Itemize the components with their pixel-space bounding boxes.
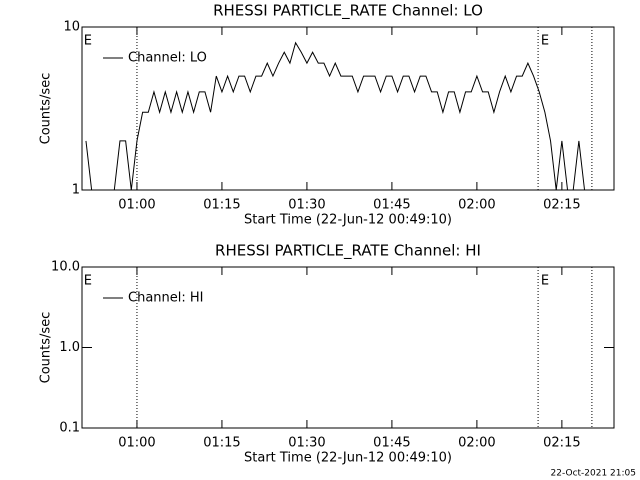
annotation: E [541, 274, 549, 289]
x-axis-label: Start Time (22-Jun-12 00:49:10) [244, 451, 452, 466]
plot-frame [81, 26, 615, 191]
y-axis-label: Counts/sec [39, 73, 54, 145]
chart-title: RHESSI PARTICLE_RATE Channel: HI [215, 242, 481, 261]
legend-label: Channel: HI [128, 291, 204, 306]
x-tick-label: 01:45 [373, 436, 410, 451]
x-tick-label: 01:00 [118, 198, 155, 213]
y-tick-label: 0.1 [59, 421, 80, 436]
legend-label: Channel: LO [128, 51, 207, 66]
x-tick-label: 01:30 [288, 198, 325, 213]
x-tick-label: 01:15 [203, 198, 240, 213]
footer: 22-Oct-2021 21:05 [551, 469, 636, 479]
chart-title: RHESSI PARTICLE_RATE Channel: LO [213, 2, 483, 21]
x-tick-label: 02:00 [458, 436, 495, 451]
x-axis-label: Start Time (22-Jun-12 00:49:10) [244, 213, 452, 228]
annotation: E [541, 34, 549, 49]
x-tick-label: 02:15 [543, 198, 580, 213]
y-tick-label: 1 [72, 183, 80, 198]
annotation: E [84, 274, 92, 289]
x-tick-label: 02:15 [543, 436, 580, 451]
x-tick-label: 02:00 [458, 198, 495, 213]
x-tick-label: 01:45 [373, 198, 410, 213]
x-tick-label: 01:15 [203, 436, 240, 451]
y-tick-label: 10 [63, 20, 80, 35]
y-tick-label: 10.0 [51, 260, 80, 275]
data-line [85, 41, 591, 190]
y-tick-label: 1.0 [59, 340, 80, 355]
x-tick-label: 01:30 [288, 436, 325, 451]
x-tick-label: 01:00 [118, 436, 155, 451]
annotation: E [84, 34, 92, 49]
y-axis-label: Counts/sec [39, 312, 54, 384]
